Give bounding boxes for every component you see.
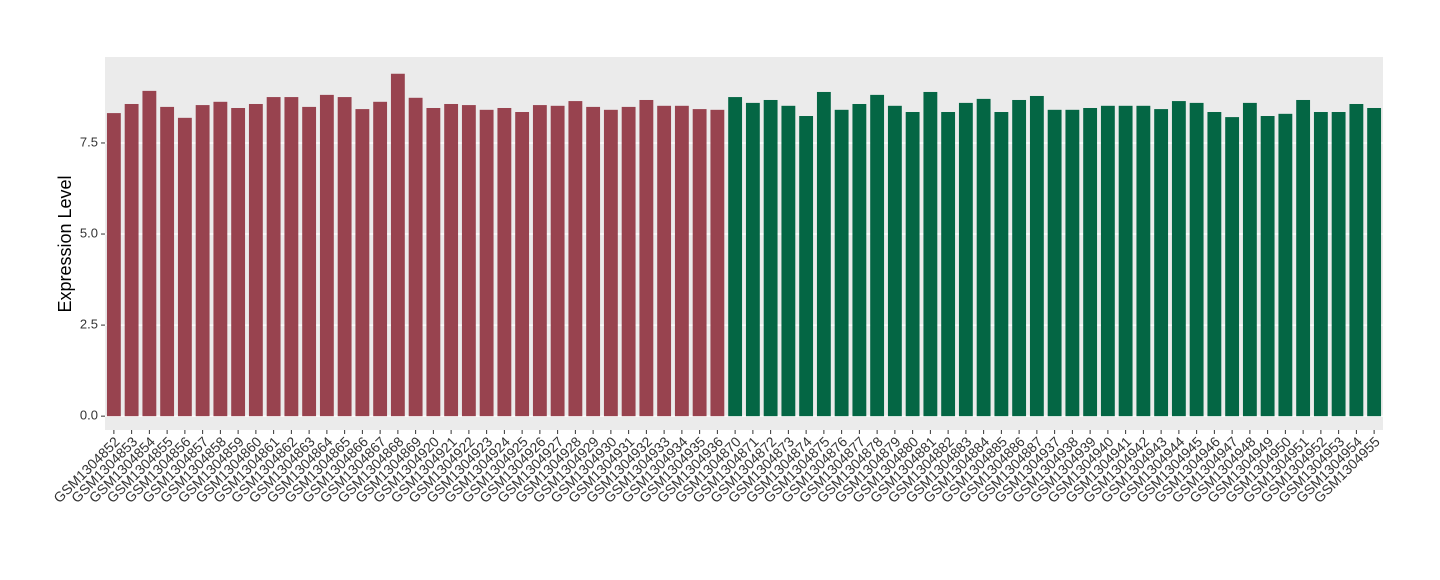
bar [248,103,263,417]
bar [994,112,1009,417]
bar [1065,109,1080,417]
bar [142,90,157,417]
bar [195,105,210,417]
bar [834,109,849,417]
bar [426,107,441,417]
bar [870,94,885,417]
bar [160,106,175,417]
bar [1260,116,1275,417]
bar [284,97,299,417]
bar [639,99,654,417]
bar [1012,99,1027,417]
bar [1242,102,1257,417]
bar [745,102,760,417]
bar [1331,112,1346,417]
bar [1296,99,1311,417]
bar [887,105,902,417]
bar [231,107,246,417]
bar [1313,112,1328,417]
bar [337,97,352,417]
bar [1047,109,1062,417]
bar [1171,101,1186,417]
bar [816,91,831,417]
plot-panel [105,57,1383,430]
bar [958,102,973,417]
bar [674,105,689,417]
bar [302,106,317,417]
bar [692,109,707,417]
bar [390,73,405,417]
bar [728,97,743,417]
bar [1278,113,1293,417]
bar [1136,105,1151,417]
bar [444,103,459,417]
y-tick-label: 5.0 [80,225,98,240]
bar [621,106,636,417]
bar [1083,107,1098,417]
bar [479,109,494,417]
bar [1029,95,1044,417]
bar [408,97,423,417]
bar [1367,107,1382,417]
bar [177,117,192,417]
bar [1154,109,1169,417]
bar [532,105,547,417]
bar [657,105,672,417]
bar [124,103,139,417]
bar [905,112,920,417]
bar [497,107,512,417]
bar [603,109,618,417]
y-tick-label: 7.5 [80,134,98,149]
bar [550,105,565,417]
bar [1100,105,1115,417]
bar [568,101,583,417]
bar [266,97,281,417]
bar [1207,112,1222,417]
bar [1225,117,1240,417]
bar [976,98,991,417]
bar [515,112,530,417]
bar [941,112,956,417]
bar [586,106,601,417]
y-tick-label: 2.5 [80,317,98,332]
bar [355,109,370,417]
bar [213,101,228,417]
y-tick-label: 0.0 [80,408,98,423]
bar [799,116,814,417]
y-axis-title: Expression Level [55,175,75,312]
bar [710,109,725,417]
bar [923,91,938,417]
bar [1118,105,1133,417]
bar [763,99,778,417]
bar [319,94,334,417]
bar [781,105,796,417]
bar [373,101,388,417]
bar [461,105,476,417]
bar [852,103,867,417]
bar [1189,102,1204,417]
bar [1349,103,1364,417]
bar [106,113,121,417]
